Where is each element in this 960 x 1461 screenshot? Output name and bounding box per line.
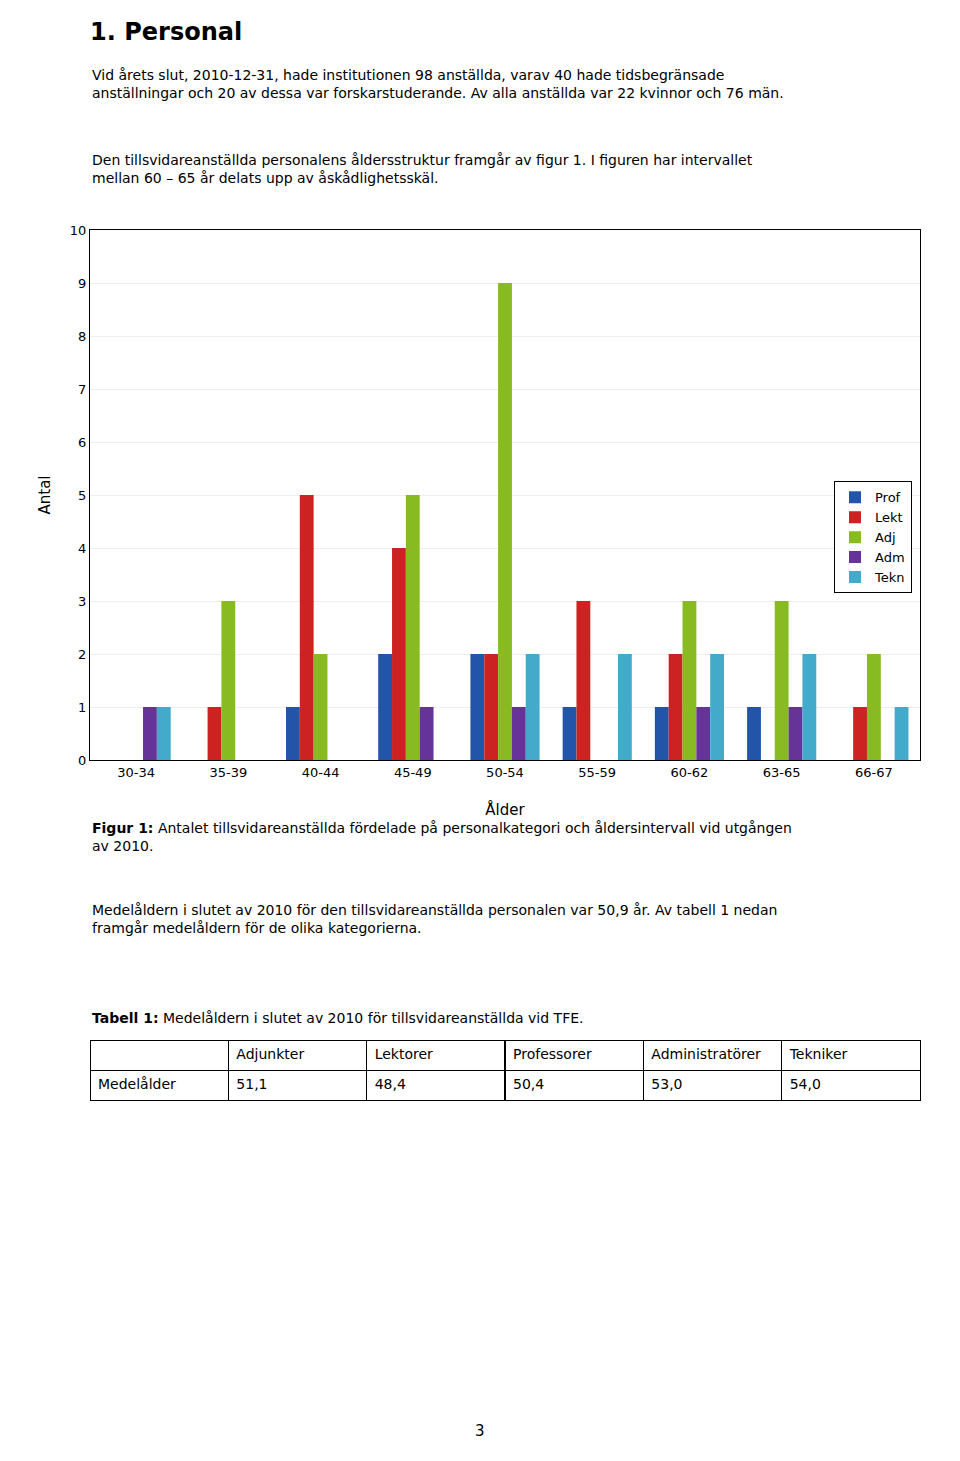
svg-text:Tekniker: Tekniker	[789, 1046, 848, 1062]
svg-text:53,0: 53,0	[651, 1076, 682, 1092]
svg-text:8: 8	[78, 329, 86, 344]
svg-text:48,4: 48,4	[375, 1076, 406, 1092]
svg-text:40-44: 40-44	[302, 765, 340, 780]
svg-text:Adj: Adj	[875, 530, 896, 545]
svg-text:Vid årets slut, 2010-12-31, ha: Vid årets slut, 2010-12-31, hade institu…	[92, 67, 784, 101]
svg-text:10: 10	[70, 223, 87, 238]
svg-text:9: 9	[78, 276, 86, 291]
svg-text:Lektorer: Lektorer	[375, 1046, 433, 1062]
svg-text:50-54: 50-54	[486, 765, 524, 780]
svg-text:54,0: 54,0	[790, 1076, 821, 1092]
svg-text:1: 1	[78, 700, 86, 715]
svg-text:Adjunkter: Adjunkter	[236, 1046, 304, 1062]
svg-text:5: 5	[78, 488, 86, 503]
svg-text:Medelålder: Medelålder	[98, 1076, 176, 1092]
svg-text:Adm: Adm	[875, 550, 905, 565]
svg-text:51,1: 51,1	[236, 1076, 267, 1092]
svg-text:Lekt: Lekt	[875, 510, 903, 525]
svg-text:30-34: 30-34	[117, 765, 155, 780]
svg-text:63-65: 63-65	[763, 765, 801, 780]
svg-text:Medelåldern i slutet av 2010 f: Medelåldern i slutet av 2010 för den til…	[92, 902, 777, 936]
svg-text:66-67: 66-67	[855, 765, 893, 780]
svg-text:Prof: Prof	[875, 490, 901, 505]
svg-text:0: 0	[78, 753, 86, 768]
svg-text:60-62: 60-62	[671, 765, 709, 780]
svg-text:2: 2	[78, 647, 86, 662]
svg-text:7: 7	[78, 382, 86, 397]
svg-text:Figur 1: Antalet tillsvidarean: Figur 1: Antalet tillsvidareanställda fö…	[92, 820, 792, 854]
svg-text:Professorer: Professorer	[513, 1046, 592, 1062]
svg-text:Tekn: Tekn	[874, 570, 905, 585]
svg-text:Den tillsvidareanställda perso: Den tillsvidareanställda personalens åld…	[92, 152, 753, 186]
svg-text:45-49: 45-49	[394, 765, 432, 780]
svg-text:3: 3	[78, 594, 86, 609]
svg-text:3: 3	[475, 1422, 485, 1440]
svg-text:55-59: 55-59	[578, 765, 616, 780]
svg-text:Administratörer: Administratörer	[651, 1046, 761, 1062]
svg-text:1. Personal: 1. Personal	[90, 18, 242, 46]
svg-text:35-39: 35-39	[209, 765, 247, 780]
svg-text:Tabell 1: Medelåldern i slutet: Tabell 1: Medelåldern i slutet av 2010 f…	[92, 1010, 583, 1026]
svg-text:4: 4	[78, 541, 86, 556]
svg-text:50,4: 50,4	[513, 1076, 544, 1092]
svg-text:Antal: Antal	[36, 475, 54, 514]
svg-text:Ålder: Ålder	[485, 800, 525, 819]
svg-text:6: 6	[78, 435, 86, 450]
